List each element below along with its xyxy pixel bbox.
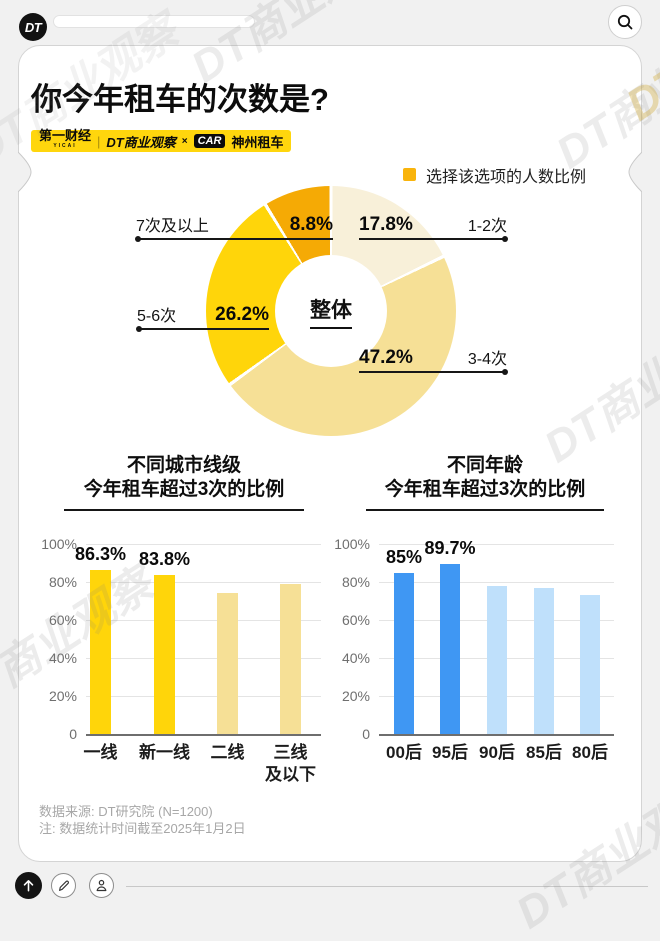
yicai-logo: 第一财经 YICAI: [39, 128, 92, 149]
donut-hole: 整体: [275, 255, 387, 367]
x-axis-label: 80后: [572, 743, 608, 762]
data-source-note: 数据来源: DT研究院 (N=1200): [39, 804, 213, 819]
footnotes: 数据来源: DT研究院 (N=1200) 注: 数据统计时间截至2025年1月2…: [39, 803, 246, 837]
x-axis-line: [379, 734, 614, 736]
x-axis-label: 90后: [479, 743, 515, 762]
search-icon: [616, 13, 634, 31]
donut-center-label: 整体: [310, 294, 352, 329]
data-date-note: 注: 数据统计时间截至2025年1月2日: [39, 821, 246, 836]
bar: [580, 595, 600, 734]
x-axis-label: 三线 及以下: [265, 743, 316, 784]
gridline: [86, 620, 321, 621]
bar: [440, 563, 460, 734]
infographic-card: 你今年租车的次数是? 第一财经 YICAI | DT商业观察 × CAR 神州租…: [18, 45, 642, 862]
y-axis-tick-label: 0: [69, 726, 77, 742]
city-tier-bar-chart: 100% 80% 60% 40% 20% 0 86.3% 一线 83.8% 新一线 二线 三线 及以下: [41, 536, 321, 784]
x-axis-label: 二线: [210, 743, 245, 762]
edit-button[interactable]: [51, 873, 76, 898]
donut-callout-5-6: 5-6次 26.2%: [136, 304, 269, 332]
x-axis-label: 新一线: [139, 743, 190, 762]
gridline: [86, 696, 321, 697]
y-axis-tick-label: 60%: [341, 612, 370, 628]
dt-guancha-logo: DT商业观察: [106, 134, 176, 150]
bar: [280, 583, 301, 734]
donut-callout-1-2: 17.8% 1-2次: [359, 214, 508, 242]
overall-donut-chart: 整体: [206, 186, 456, 436]
age-bar-chart: 100% 80% 60% 40% 20% 0 85% 00后 89.7% 95后 90后 85后 80后: [334, 536, 614, 762]
y-axis-tick-label: 40%: [48, 650, 77, 666]
shenzhou-logo: 神州租车: [231, 134, 284, 150]
search-button[interactable]: [608, 5, 642, 39]
gridline: [86, 658, 321, 659]
callout-dot: [135, 236, 141, 242]
donut-callout-3-4: 47.2% 3-4次: [359, 347, 508, 375]
bar-value-label: 89.7%: [424, 537, 476, 558]
gridline: [86, 582, 321, 583]
x-axis-label: 95后: [432, 743, 468, 762]
x-axis-label: 一线: [83, 743, 118, 762]
person-icon: [94, 878, 109, 893]
bar: [534, 587, 554, 734]
callout-dot: [502, 369, 508, 375]
search-input[interactable]: [53, 15, 255, 28]
y-axis-tick-label: 80%: [48, 574, 77, 590]
x-axis-label: 85后: [526, 743, 562, 762]
bar-value-label: 86.3%: [74, 544, 127, 565]
callout-dot: [502, 236, 508, 242]
gridline: [379, 582, 614, 583]
car-inc-logo: CAR: [193, 134, 226, 148]
y-axis-tick-label: 20%: [341, 688, 370, 704]
legend-label: 选择该选项的人数比例: [426, 169, 587, 186]
donut-callout-7plus: 7次及以上 8.8%: [135, 214, 333, 242]
pencil-icon: [57, 879, 71, 893]
x-axis-label: 00后: [386, 743, 422, 762]
legend-swatch: [403, 168, 416, 181]
card-notch-left: [18, 152, 32, 192]
city-tier-chart-title: 不同城市线级 今年租车超过3次的比例: [64, 454, 304, 511]
card-notch-right: [628, 152, 642, 192]
bar-value-label: 83.8%: [138, 548, 191, 569]
y-axis-tick-label: 40%: [341, 650, 370, 666]
bar: [394, 572, 414, 734]
y-axis-tick-label: 0: [362, 726, 370, 742]
profile-button[interactable]: [89, 873, 114, 898]
toolbar-divider: [126, 886, 648, 887]
poster-title: 你今年租车的次数是?: [31, 82, 329, 117]
y-axis-tick-label: 100%: [41, 536, 77, 552]
gridline: [379, 544, 614, 545]
dt-app-logo: DT: [19, 13, 47, 41]
callout-dot: [136, 326, 142, 332]
bar: [154, 574, 175, 734]
y-axis-tick-label: 60%: [48, 612, 77, 628]
up-arrow-icon: [21, 878, 36, 893]
bar-value-label: 85%: [385, 546, 423, 567]
bar: [90, 570, 111, 734]
partner-logos-badge: 第一财经 YICAI | DT商业观察 × CAR 神州租车: [31, 128, 292, 152]
gridline: [86, 544, 321, 545]
scroll-top-button[interactable]: [15, 872, 42, 899]
y-axis-tick-label: 80%: [341, 574, 370, 590]
y-axis-tick-label: 20%: [48, 688, 77, 704]
age-chart-title: 不同年龄 今年租车超过3次的比例: [366, 454, 604, 511]
bar: [217, 593, 238, 734]
x-axis-line: [86, 734, 321, 736]
y-axis-tick-label: 100%: [334, 536, 370, 552]
bar: [487, 585, 507, 734]
